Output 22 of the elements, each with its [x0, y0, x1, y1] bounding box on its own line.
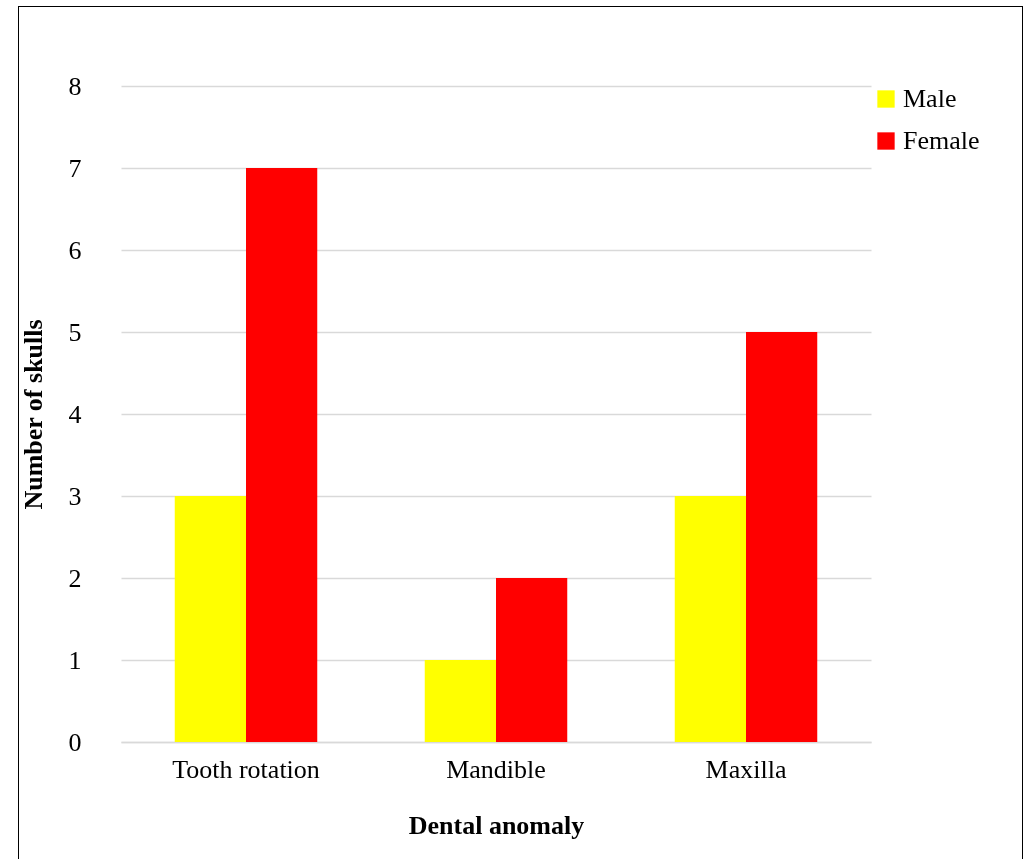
- x-tick-label: Tooth rotation: [172, 754, 320, 784]
- legend-label: Female: [903, 126, 980, 155]
- x-tick-label: Mandible: [446, 754, 546, 784]
- bar: [746, 332, 818, 742]
- y-tick-label: 2: [68, 563, 82, 593]
- x-tick-label: Maxilla: [705, 754, 787, 784]
- y-tick-label: 0: [68, 727, 82, 757]
- y-tick-label: 7: [68, 153, 82, 183]
- y-axis-title: Number of skulls: [18, 319, 48, 510]
- bar: [496, 578, 568, 742]
- y-tick-label: 8: [68, 71, 82, 101]
- bar: [246, 168, 318, 742]
- bar: [174, 496, 246, 742]
- y-tick-label: 1: [68, 645, 82, 675]
- bar: [424, 660, 496, 742]
- y-tick-label: 3: [68, 481, 82, 511]
- y-tick-label: 4: [68, 399, 82, 429]
- y-tick-label: 6: [68, 235, 82, 265]
- y-tick-label: 5: [68, 317, 82, 347]
- legend-label: Male: [903, 84, 957, 113]
- bar: [674, 496, 746, 742]
- x-axis-title: Dental anomaly: [408, 810, 585, 840]
